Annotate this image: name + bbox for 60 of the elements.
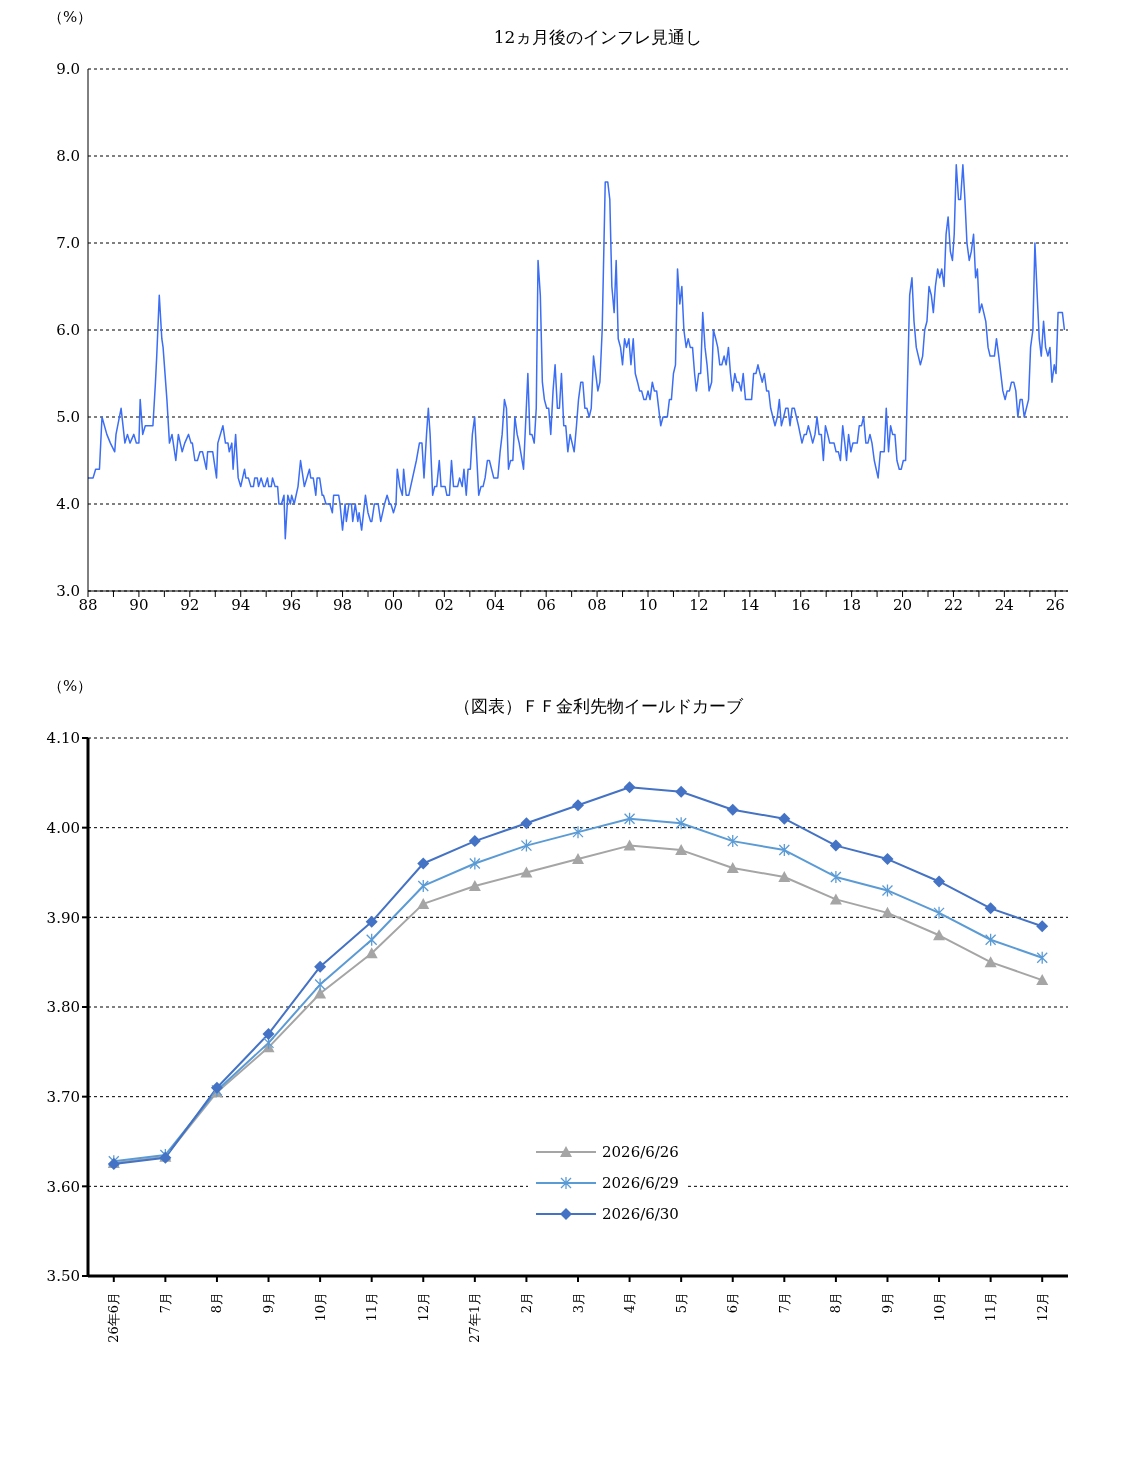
- x-tick-label: 20: [893, 595, 913, 614]
- x-tick-label: 5月: [673, 1292, 689, 1314]
- x-tick-label: 6月: [725, 1292, 741, 1314]
- x-tick-label: 14: [740, 595, 760, 614]
- x-tick-label: 00: [383, 595, 403, 614]
- x-tick-label: 7月: [776, 1292, 792, 1314]
- x-tick-label: 4月: [622, 1292, 638, 1314]
- x-tick-label: 11月: [983, 1292, 999, 1322]
- x-tick-label: 12月: [1034, 1292, 1050, 1322]
- x-tick-label: 27年1月: [467, 1292, 483, 1343]
- x-tick-label: 18: [842, 595, 862, 614]
- chart-title: 12ヵ月後のインフレ見通し: [493, 27, 703, 47]
- legend-label: 2026/6/26: [602, 1142, 679, 1161]
- x-tick-label: 9月: [261, 1292, 277, 1314]
- legend-label: 2026/6/29: [602, 1173, 679, 1192]
- x-tick-label: 8月: [209, 1292, 225, 1314]
- legend-label: 2026/6/30: [602, 1204, 679, 1223]
- x-tick-label: 26年6月: [106, 1292, 122, 1343]
- y-tick-label: 8.0: [56, 147, 80, 166]
- x-tick-label: 24: [994, 595, 1014, 614]
- x-tick-label: 9月: [879, 1292, 895, 1314]
- x-tick-label: 8月: [828, 1292, 844, 1314]
- x-tick-label: 04: [485, 595, 505, 614]
- y-tick-label: 4.00: [46, 818, 80, 837]
- x-tick-label: 10: [638, 595, 658, 614]
- y-tick-label: 4.0: [56, 495, 80, 514]
- x-tick-label: 12月: [415, 1292, 431, 1322]
- x-tick-label: 88: [78, 595, 98, 614]
- y-tick-label: 5.0: [56, 408, 80, 427]
- x-tick-label: 98: [333, 595, 353, 614]
- x-tick-label: 3月: [570, 1292, 586, 1314]
- y-tick-label: 9.0: [56, 60, 80, 79]
- y-tick-label: 3.50: [46, 1267, 80, 1286]
- x-tick-label: 94: [231, 595, 251, 614]
- x-tick-label: 12: [689, 595, 709, 614]
- x-tick-label: 22: [943, 595, 963, 614]
- y-tick-label: 4.10: [46, 729, 80, 748]
- x-tick-label: 96: [282, 595, 302, 614]
- y-tick-label: 6.0: [56, 321, 80, 340]
- x-tick-label: 90: [129, 595, 149, 614]
- y-axis-title: （%）: [48, 677, 93, 696]
- x-tick-label: 92: [180, 595, 200, 614]
- x-tick-label: 10月: [312, 1292, 328, 1322]
- x-tick-label: 11月: [364, 1292, 380, 1322]
- y-tick-label: 7.0: [56, 234, 80, 253]
- chart-title: （図表）ＦＦ金利先物イールドカーブ: [453, 696, 743, 716]
- x-tick-label: 08: [587, 595, 607, 614]
- y-tick-label: 3.60: [46, 1177, 80, 1196]
- y-tick-label: 3.70: [46, 1087, 80, 1106]
- y-tick-label: 3.0: [56, 582, 80, 601]
- x-tick-label: 06: [536, 595, 556, 614]
- y-tick-label: 3.90: [46, 908, 80, 927]
- x-tick-label: 26: [1045, 595, 1065, 614]
- x-tick-label: 2月: [518, 1292, 534, 1314]
- x-tick-label: 16: [791, 595, 811, 614]
- x-tick-label: 7月: [157, 1292, 173, 1314]
- x-tick-label: 02: [434, 595, 454, 614]
- y-tick-label: 3.80: [46, 998, 80, 1017]
- x-tick-label: 10月: [931, 1292, 947, 1322]
- y-axis-title: （%）: [48, 8, 93, 27]
